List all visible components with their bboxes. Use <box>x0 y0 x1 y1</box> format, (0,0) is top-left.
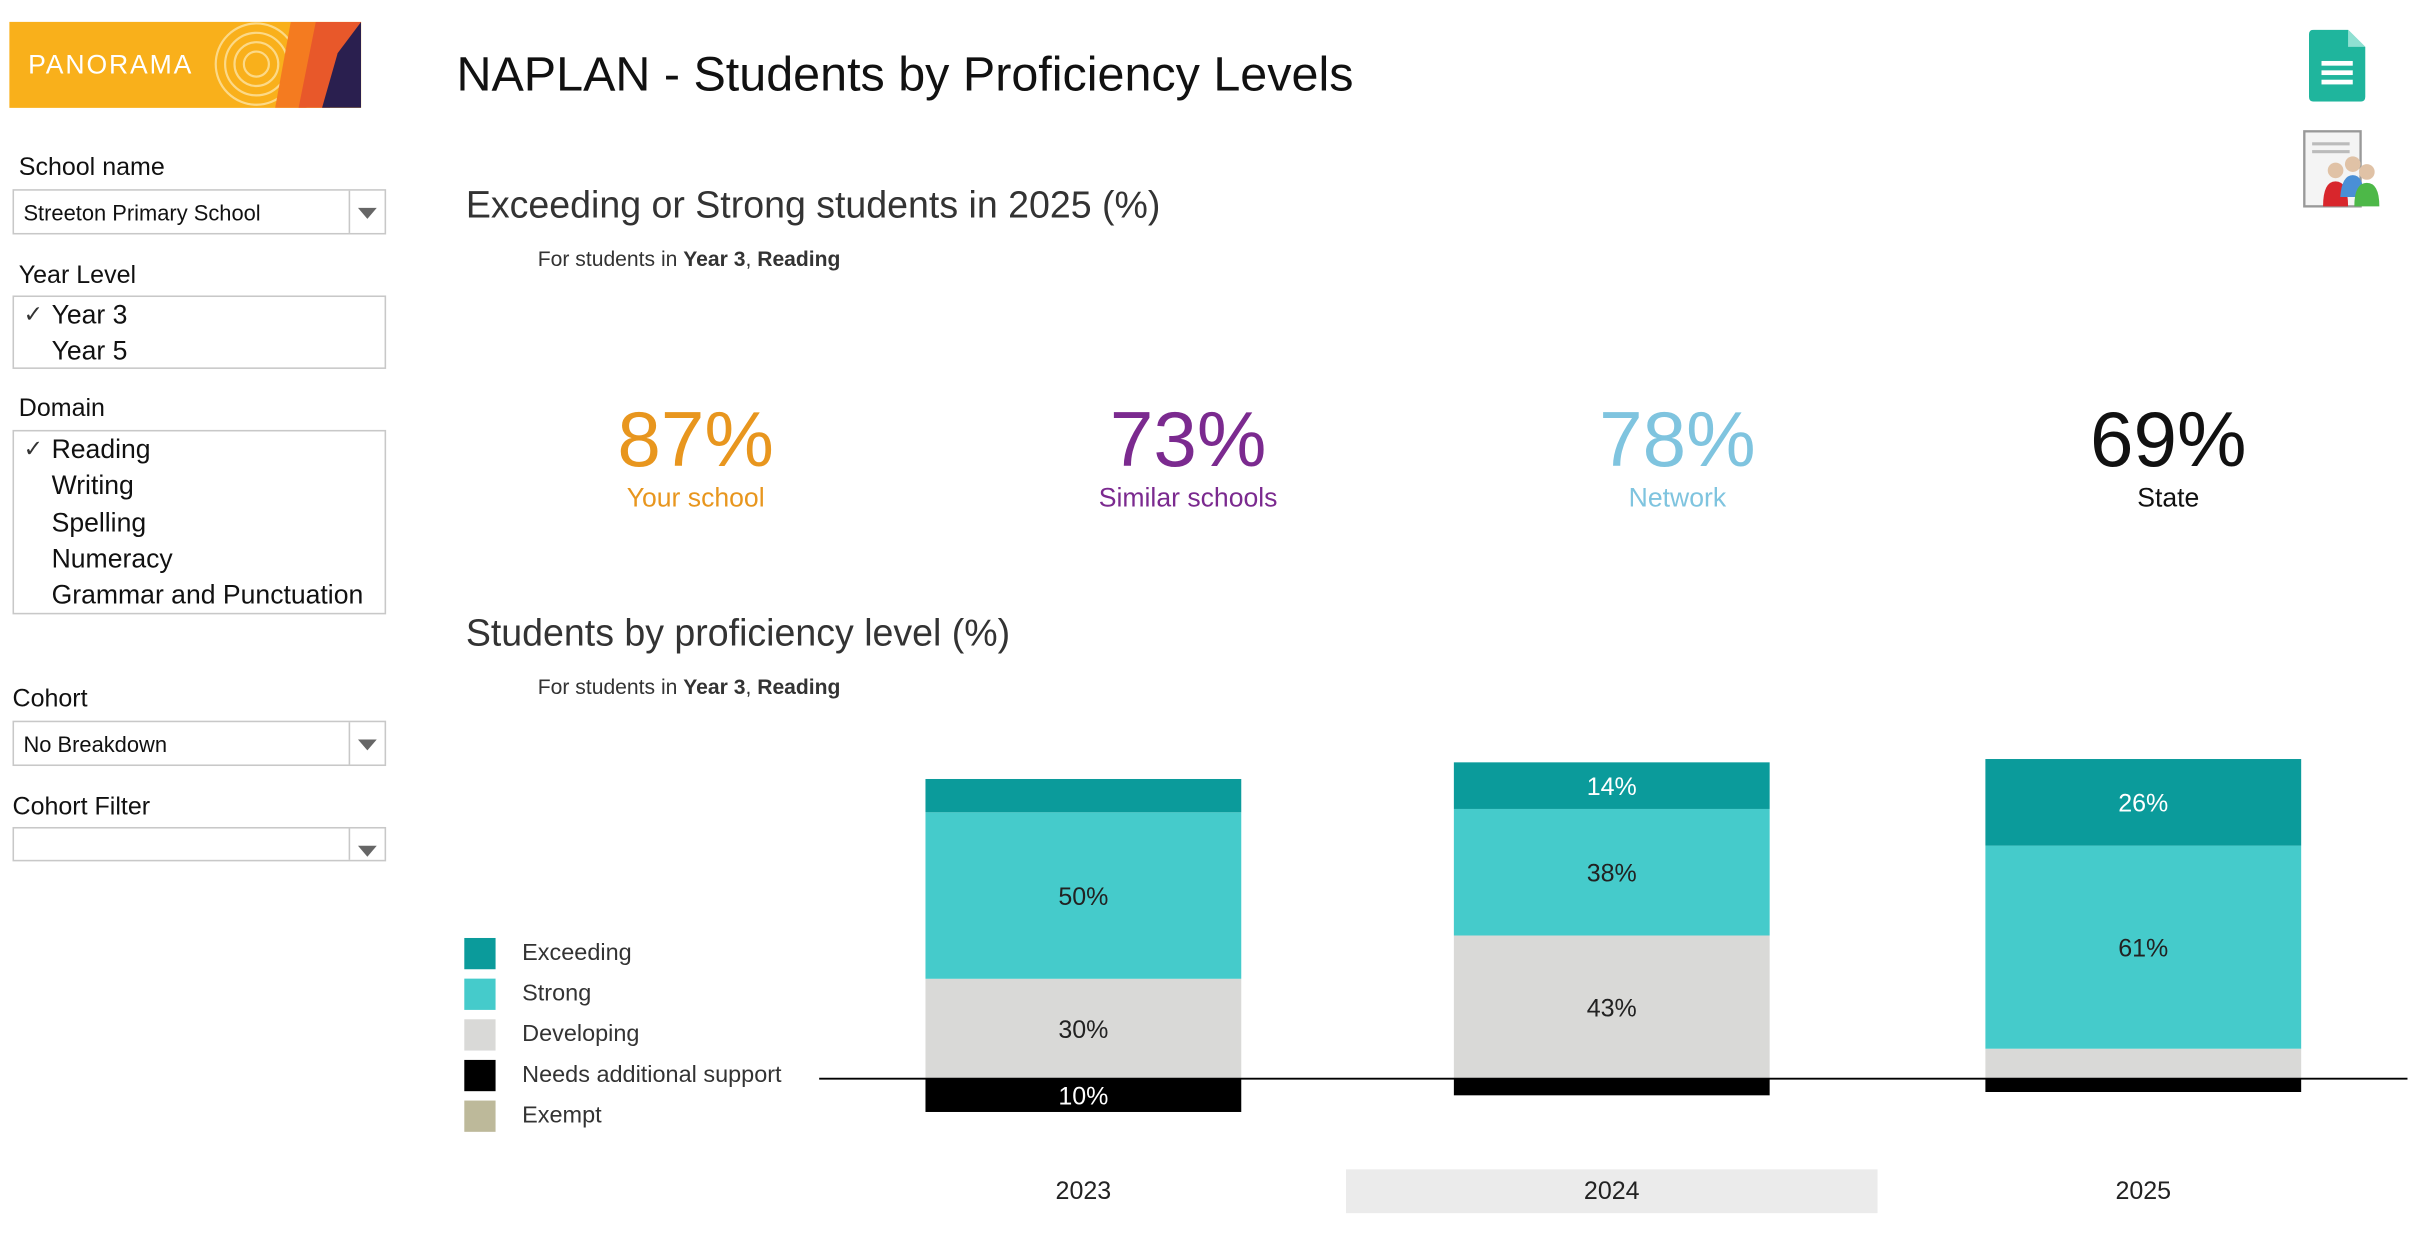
bar-segment-exceeding <box>925 778 1242 813</box>
subtitle-domain: Reading <box>757 675 841 699</box>
chevron-down-icon[interactable] <box>348 722 385 765</box>
domain-option[interactable]: ✓ Reading <box>14 431 385 467</box>
kpi-network: 78% Network <box>1474 396 1880 515</box>
check-icon: ✓ <box>23 301 44 329</box>
school-name-label: School name <box>18 154 165 182</box>
cohort-filter-dropdown[interactable] <box>12 826 387 862</box>
subtitle-separator: , <box>745 675 758 699</box>
kpi-value: 73% <box>1109 395 1267 484</box>
panorama-logo: PANORAMA <box>9 21 362 108</box>
subtitle-prefix: For students in <box>537 247 684 271</box>
chart-section-title: Students by proficiency level (%) <box>465 612 1011 656</box>
year-level-option[interactable]: Year 5 <box>14 333 385 369</box>
cohort-filter-label: Cohort Filter <box>12 794 151 821</box>
chevron-down-icon[interactable] <box>348 828 385 860</box>
domain-option[interactable]: Writing <box>14 468 385 504</box>
x-axis-tick-label: 2024 <box>1584 1177 1640 1205</box>
legend-label: Strong <box>522 980 592 1007</box>
option-label: Writing <box>51 471 134 501</box>
domain-option[interactable]: Numeracy <box>14 541 385 577</box>
subtitle-prefix: For students in <box>537 675 684 699</box>
year-level-label: Year Level <box>18 262 137 290</box>
bar-segment-strong <box>1985 845 2302 1049</box>
legend-label: Developing <box>522 1020 640 1048</box>
chart-section-subtitle: For students in Year 3, Reading <box>538 675 841 698</box>
kpi-label: Network <box>1628 483 1727 513</box>
bar-segment-exceeding <box>1985 759 2302 846</box>
kpi-state: 69% State <box>1965 396 2371 515</box>
bar-segment-strong <box>925 812 1242 979</box>
logo-text: PANORAMA <box>28 50 194 80</box>
bar-data-label: 30% <box>1058 1016 1108 1044</box>
bar-data-label: 61% <box>2118 935 2168 963</box>
kpi-value: 69% <box>2090 395 2247 484</box>
kpi-similar-schools: 73% Similar schools <box>985 396 1391 515</box>
logo-graphic <box>214 21 362 108</box>
bar-data-label: 43% <box>1587 994 1637 1022</box>
x-axis-tick-label: 2023 <box>1056 1177 1112 1205</box>
bar-segment-needs-additional-support <box>925 1078 1242 1112</box>
bar-segment-developing <box>1453 935 1770 1079</box>
subtitle-year: Year 3 <box>683 247 746 271</box>
kpi-label: Similar schools <box>1098 483 1278 513</box>
domain-option[interactable]: Spelling <box>14 504 385 540</box>
bar-data-label: 14% <box>1587 773 1637 801</box>
kpi-label: State <box>2137 483 2200 513</box>
bar-segment-needs-additional-support <box>1453 1078 1770 1096</box>
bar-data-label: 50% <box>1058 883 1108 911</box>
x-axis-tick-label: 2025 <box>2115 1177 2171 1205</box>
year-level-option[interactable]: ✓ Year 3 <box>14 297 385 333</box>
users-report-icon[interactable] <box>2301 128 2382 209</box>
legend-swatch <box>464 1100 496 1132</box>
school-name-value: Streeton Primary School <box>23 200 261 226</box>
school-name-dropdown[interactable]: Streeton Primary School <box>12 189 387 235</box>
subtitle-year: Year 3 <box>683 675 746 699</box>
option-label: Year 5 <box>51 336 128 367</box>
legend-swatch <box>464 937 496 970</box>
option-label: Grammar and Punctuation <box>51 580 364 610</box>
bar-data-label: 10% <box>1058 1083 1108 1111</box>
bar-data-label: 38% <box>1587 860 1637 888</box>
kpi-section-title: Exceeding or Strong students in 2025 (%) <box>465 184 1161 227</box>
legend-swatch <box>464 978 496 1010</box>
domain-label: Domain <box>18 395 105 423</box>
chevron-down-icon[interactable] <box>348 190 385 233</box>
bar-segment-strong <box>1453 808 1770 936</box>
option-label: Spelling <box>51 507 147 538</box>
domain-option[interactable]: Grammar and Punctuation <box>14 577 385 613</box>
year-level-listbox[interactable]: ✓ Year 3 Year 5 <box>12 295 387 369</box>
legend-swatch <box>464 1019 496 1051</box>
check-icon: ✓ <box>23 436 44 463</box>
kpi-value: 87% <box>617 395 774 484</box>
legend-swatch <box>464 1059 496 1092</box>
subtitle-domain: Reading <box>757 247 841 271</box>
category-highlight <box>1346 1169 1878 1214</box>
cohort-dropdown[interactable]: No Breakdown <box>12 720 387 767</box>
legend-label: Needs additional support <box>522 1061 782 1089</box>
legend-label: Exceeding <box>522 939 632 967</box>
option-label: Numeracy <box>51 543 173 574</box>
option-label: Reading <box>51 434 151 465</box>
bar-data-label: 26% <box>2118 790 2168 818</box>
cohort-label: Cohort <box>12 686 88 713</box>
kpi-section-subtitle: For students in Year 3, Reading <box>538 247 841 270</box>
bar-segment-developing <box>925 978 1242 1079</box>
legend-label: Exempt <box>522 1102 602 1129</box>
kpi-value: 78% <box>1599 395 1756 484</box>
cohort-value: No Breakdown <box>23 731 168 757</box>
subtitle-separator: , <box>745 247 758 271</box>
bar-segment-needs-additional-support <box>1985 1078 2302 1092</box>
domain-listbox[interactable]: ✓ Reading Writing Spelling Numeracy Gramm… <box>12 429 387 615</box>
page-title: NAPLAN - Students by Proficiency Levels <box>456 46 1354 102</box>
kpi-label: Your school <box>626 483 765 513</box>
bar-segment-exceeding <box>1453 762 1770 809</box>
bar-segment-developing <box>1985 1048 2302 1079</box>
option-label: Year 3 <box>51 300 128 330</box>
kpi-your-school: 87% Your school <box>492 396 898 515</box>
document-icon[interactable] <box>2306 29 2369 102</box>
